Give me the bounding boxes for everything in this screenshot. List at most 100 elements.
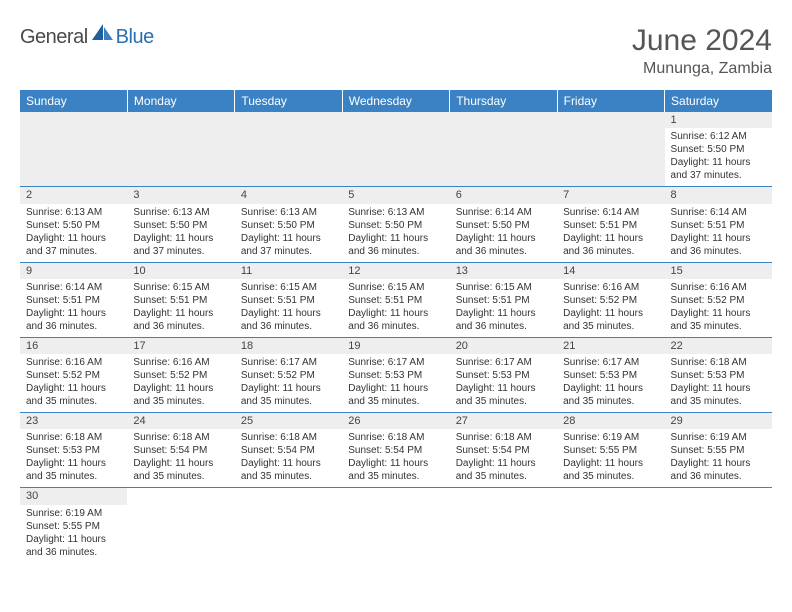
calendar-day-cell: 3Sunrise: 6:13 AMSunset: 5:50 PMDaylight… — [127, 187, 234, 262]
daylight-text: Daylight: 11 hours — [133, 457, 228, 470]
sunrise-text: Sunrise: 6:16 AM — [671, 281, 766, 294]
calendar-day-cell: 10Sunrise: 6:15 AMSunset: 5:51 PMDayligh… — [127, 262, 234, 337]
daylight-text: Daylight: 11 hours — [241, 232, 336, 245]
sunrise-text: Sunrise: 6:12 AM — [671, 130, 766, 143]
calendar-week-row: 16Sunrise: 6:16 AMSunset: 5:52 PMDayligh… — [20, 337, 772, 412]
sunset-text: Sunset: 5:51 PM — [348, 294, 443, 307]
weekday-header: Friday — [557, 90, 664, 112]
daylight-text: and 37 minutes. — [26, 245, 121, 258]
daylight-text: and 36 minutes. — [26, 546, 121, 559]
calendar-day-cell — [450, 112, 557, 187]
daylight-text: and 36 minutes. — [563, 245, 658, 258]
page-header: General Blue June 2024 Mununga, Zambia — [20, 24, 772, 78]
daylight-text: Daylight: 11 hours — [133, 307, 228, 320]
sunrise-text: Sunrise: 6:16 AM — [133, 356, 228, 369]
calendar-day-cell: 1Sunrise: 6:12 AMSunset: 5:50 PMDaylight… — [665, 112, 772, 187]
daylight-text: Daylight: 11 hours — [563, 232, 658, 245]
sunset-text: Sunset: 5:51 PM — [456, 294, 551, 307]
weekday-header: Saturday — [665, 90, 772, 112]
day-number: 6 — [450, 187, 557, 203]
daylight-text: and 35 minutes. — [26, 470, 121, 483]
sunrise-text: Sunrise: 6:17 AM — [348, 356, 443, 369]
daylight-text: Daylight: 11 hours — [348, 232, 443, 245]
logo-text-general: General — [20, 26, 88, 49]
sunset-text: Sunset: 5:50 PM — [26, 219, 121, 232]
sunset-text: Sunset: 5:55 PM — [563, 444, 658, 457]
daylight-text: Daylight: 11 hours — [241, 382, 336, 395]
daylight-text: and 35 minutes. — [133, 395, 228, 408]
daylight-text: Daylight: 11 hours — [26, 457, 121, 470]
sunrise-text: Sunrise: 6:13 AM — [133, 206, 228, 219]
sunrise-text: Sunrise: 6:19 AM — [26, 507, 121, 520]
daylight-text: Daylight: 11 hours — [671, 457, 766, 470]
sunrise-text: Sunrise: 6:13 AM — [348, 206, 443, 219]
sunset-text: Sunset: 5:50 PM — [671, 143, 766, 156]
calendar-day-cell: 13Sunrise: 6:15 AMSunset: 5:51 PMDayligh… — [450, 262, 557, 337]
calendar-day-cell — [20, 112, 127, 187]
day-number: 30 — [20, 488, 127, 504]
daylight-text: and 35 minutes. — [563, 320, 658, 333]
calendar-day-cell: 2Sunrise: 6:13 AMSunset: 5:50 PMDaylight… — [20, 187, 127, 262]
daylight-text: Daylight: 11 hours — [456, 232, 551, 245]
daylight-text: and 35 minutes. — [563, 470, 658, 483]
sunrise-text: Sunrise: 6:16 AM — [26, 356, 121, 369]
daylight-text: and 35 minutes. — [348, 395, 443, 408]
daylight-text: and 35 minutes. — [241, 395, 336, 408]
daylight-text: Daylight: 11 hours — [26, 307, 121, 320]
daylight-text: and 35 minutes. — [456, 395, 551, 408]
sunset-text: Sunset: 5:51 PM — [241, 294, 336, 307]
daylight-text: Daylight: 11 hours — [348, 457, 443, 470]
sunrise-text: Sunrise: 6:15 AM — [241, 281, 336, 294]
daylight-text: Daylight: 11 hours — [456, 307, 551, 320]
sunrise-text: Sunrise: 6:13 AM — [26, 206, 121, 219]
sunset-text: Sunset: 5:53 PM — [26, 444, 121, 457]
sunset-text: Sunset: 5:54 PM — [241, 444, 336, 457]
calendar-day-cell — [342, 112, 449, 187]
calendar-day-cell — [127, 112, 234, 187]
calendar-day-cell: 16Sunrise: 6:16 AMSunset: 5:52 PMDayligh… — [20, 337, 127, 412]
sunset-text: Sunset: 5:53 PM — [671, 369, 766, 382]
sunrise-text: Sunrise: 6:13 AM — [241, 206, 336, 219]
weekday-header: Wednesday — [342, 90, 449, 112]
daylight-text: and 35 minutes. — [26, 395, 121, 408]
day-number: 5 — [342, 187, 449, 203]
daylight-text: Daylight: 11 hours — [241, 457, 336, 470]
daylight-text: Daylight: 11 hours — [456, 382, 551, 395]
calendar-day-cell: 4Sunrise: 6:13 AMSunset: 5:50 PMDaylight… — [235, 187, 342, 262]
calendar-day-cell: 30Sunrise: 6:19 AMSunset: 5:55 PMDayligh… — [20, 488, 127, 563]
daylight-text: and 36 minutes. — [456, 245, 551, 258]
daylight-text: and 36 minutes. — [348, 320, 443, 333]
calendar-day-cell — [127, 488, 234, 563]
sunset-text: Sunset: 5:52 PM — [133, 369, 228, 382]
day-number: 12 — [342, 263, 449, 279]
daylight-text: Daylight: 11 hours — [563, 382, 658, 395]
calendar-day-cell: 9Sunrise: 6:14 AMSunset: 5:51 PMDaylight… — [20, 262, 127, 337]
day-number: 21 — [557, 338, 664, 354]
logo: General Blue — [20, 24, 154, 51]
calendar-day-cell: 6Sunrise: 6:14 AMSunset: 5:50 PMDaylight… — [450, 187, 557, 262]
sunrise-text: Sunrise: 6:17 AM — [241, 356, 336, 369]
sunrise-text: Sunrise: 6:18 AM — [133, 431, 228, 444]
calendar-day-cell — [235, 488, 342, 563]
sunset-text: Sunset: 5:55 PM — [671, 444, 766, 457]
calendar-week-row: 2Sunrise: 6:13 AMSunset: 5:50 PMDaylight… — [20, 187, 772, 262]
daylight-text: and 35 minutes. — [133, 470, 228, 483]
daylight-text: and 36 minutes. — [671, 245, 766, 258]
daylight-text: Daylight: 11 hours — [348, 382, 443, 395]
calendar-day-cell: 7Sunrise: 6:14 AMSunset: 5:51 PMDaylight… — [557, 187, 664, 262]
day-number: 23 — [20, 413, 127, 429]
calendar-day-cell: 27Sunrise: 6:18 AMSunset: 5:54 PMDayligh… — [450, 413, 557, 488]
day-number: 3 — [127, 187, 234, 203]
day-number: 20 — [450, 338, 557, 354]
sunset-text: Sunset: 5:54 PM — [133, 444, 228, 457]
sunrise-text: Sunrise: 6:15 AM — [456, 281, 551, 294]
sunrise-text: Sunrise: 6:19 AM — [671, 431, 766, 444]
daylight-text: and 37 minutes. — [241, 245, 336, 258]
daylight-text: Daylight: 11 hours — [671, 232, 766, 245]
calendar-day-cell: 29Sunrise: 6:19 AMSunset: 5:55 PMDayligh… — [665, 413, 772, 488]
sunset-text: Sunset: 5:54 PM — [348, 444, 443, 457]
sunset-text: Sunset: 5:52 PM — [26, 369, 121, 382]
sunset-text: Sunset: 5:55 PM — [26, 520, 121, 533]
weekday-header: Monday — [127, 90, 234, 112]
location: Mununga, Zambia — [632, 60, 772, 78]
